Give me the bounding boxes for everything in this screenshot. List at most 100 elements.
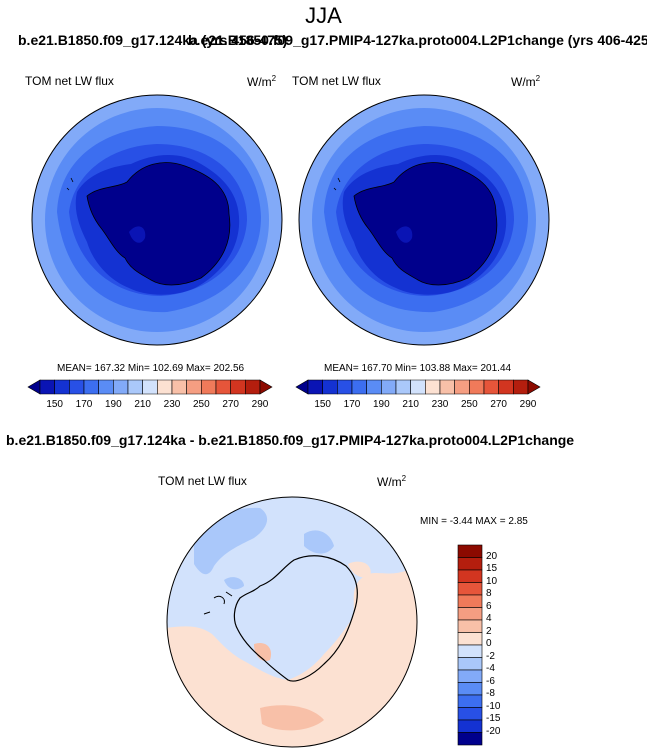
colorbar-swatch xyxy=(157,379,173,395)
colorbar-swatch xyxy=(245,379,261,395)
colorbar-tick-label: 230 xyxy=(163,399,181,410)
colorbar-swatch xyxy=(469,379,485,395)
diff-colorbar-swatch xyxy=(457,607,483,621)
diff-case-title: b.e21.B1850.f09_g17.124ka - b.e21.B1850.… xyxy=(6,432,575,448)
colorbar-swatch xyxy=(295,379,309,395)
colorbar-swatch xyxy=(171,379,187,395)
colorbar-swatch xyxy=(527,379,541,395)
diff-colorbar-swatch xyxy=(457,707,483,721)
colorbar-tick-label: 270 xyxy=(222,399,239,410)
right-colorbar xyxy=(295,379,541,395)
left-polar-map xyxy=(31,94,283,346)
left-units-label: W/m2 xyxy=(247,74,277,89)
diff-colorbar-tick-label: 8 xyxy=(486,588,492,599)
colorbar-tick-label: 190 xyxy=(372,399,390,410)
diff-colorbar-tick-label: 15 xyxy=(486,563,498,574)
colorbar-swatch xyxy=(513,379,529,395)
diff-colorbar-tick-label: -10 xyxy=(486,700,501,712)
diff-colorbar-tick-label: -2 xyxy=(486,650,495,662)
colorbar-swatch xyxy=(83,379,99,395)
diff-colorbar-swatch xyxy=(457,619,483,633)
right-case-title: b.e21.B1850.f09_g17.PMIP4-127ka.proto004… xyxy=(188,32,647,48)
diff-colorbar-tick-label: 6 xyxy=(486,600,492,612)
diff-colorbar-swatch xyxy=(457,719,483,733)
colorbar-swatch xyxy=(215,379,231,395)
colorbar-swatch xyxy=(259,379,273,395)
diff-colorbar-tick-label: 4 xyxy=(486,613,492,624)
colorbar-tick-label: 170 xyxy=(343,399,361,410)
right-stats: MEAN= 167.70 Min= 103.88 Max= 201.44 xyxy=(324,363,512,374)
diff-min-max: MIN = -3.44 MAX = 2.85 xyxy=(420,516,528,527)
diff-colorbar-swatch xyxy=(457,682,483,696)
diff-colorbar-swatch xyxy=(457,669,483,683)
diff-colorbar xyxy=(457,544,483,746)
colorbar-swatch xyxy=(366,379,382,395)
colorbar-swatch xyxy=(351,379,367,395)
diff-units-label: W/m2 xyxy=(377,474,407,489)
diff-colorbar-tick-label: 2 xyxy=(486,625,492,637)
colorbar-swatch xyxy=(322,379,338,395)
colorbar-tick-label: 210 xyxy=(402,399,419,410)
colorbar-swatch xyxy=(98,379,114,395)
colorbar-swatch xyxy=(381,379,397,395)
diff-colorbar-swatch xyxy=(457,594,483,608)
diff-colorbar-swatch xyxy=(457,544,483,558)
colorbar-swatch xyxy=(337,379,353,395)
colorbar-swatch xyxy=(113,379,129,395)
colorbar-tick-label: 290 xyxy=(251,399,269,410)
diff-colorbar-tick-label: -20 xyxy=(486,725,501,737)
colorbar-tick-label: 250 xyxy=(192,399,210,410)
diff-colorbar-tick-label: -8 xyxy=(486,688,495,699)
diff-colorbar-swatch xyxy=(457,582,483,596)
colorbar-tick-label: 210 xyxy=(134,399,151,410)
colorbar-swatch xyxy=(498,379,514,395)
plot-main-title: JJA xyxy=(305,3,342,28)
colorbar-swatch xyxy=(142,379,158,395)
diff-variable-label: TOM net LW flux xyxy=(158,474,247,488)
right-polar-map xyxy=(298,94,550,346)
left-colorbar xyxy=(27,379,273,395)
diff-colorbar-tick-label: -6 xyxy=(486,675,495,687)
colorbar-swatch xyxy=(425,379,441,395)
diff-colorbar-tick-label: 0 xyxy=(486,638,492,649)
left-case-title: b.e21.B1850.f09_g17.124ka (yrs 456-475) xyxy=(18,32,288,48)
colorbar-tick-label: 230 xyxy=(431,399,449,410)
colorbar-tick-label: 170 xyxy=(75,399,93,410)
colorbar-swatch xyxy=(54,379,70,395)
diff-colorbar-swatch xyxy=(457,644,483,658)
left-variable-label: TOM net LW flux xyxy=(25,74,114,88)
colorbar-swatch xyxy=(410,379,426,395)
colorbar-swatch xyxy=(69,379,85,395)
colorbar-swatch xyxy=(39,379,55,395)
colorbar-swatch xyxy=(127,379,143,395)
diff-colorbar-swatch xyxy=(457,569,483,583)
diff-colorbar-swatch xyxy=(457,732,483,746)
colorbar-swatch xyxy=(201,379,217,395)
diff-colorbar-swatch xyxy=(457,557,483,571)
right-variable-label: TOM net LW flux xyxy=(292,74,381,88)
colorbar-tick-label: 290 xyxy=(519,399,537,410)
colorbar-tick-label: 190 xyxy=(104,399,122,410)
diff-colorbar-swatch xyxy=(457,632,483,646)
diff-polar-map xyxy=(166,496,418,748)
diff-colorbar-swatch xyxy=(457,657,483,671)
colorbar-swatch xyxy=(395,379,411,395)
diff-colorbar-tick-label: -15 xyxy=(486,713,501,724)
colorbar-tick-label: 150 xyxy=(314,399,331,410)
colorbar-swatch xyxy=(439,379,455,395)
left-stats: MEAN= 167.32 Min= 102.69 Max= 202.56 xyxy=(57,363,245,374)
colorbar-swatch xyxy=(230,379,246,395)
colorbar-swatch xyxy=(186,379,202,395)
diff-colorbar-tick-label: 10 xyxy=(486,575,498,587)
colorbar-swatch xyxy=(27,379,41,395)
diff-colorbar-swatch xyxy=(457,694,483,708)
colorbar-swatch xyxy=(483,379,499,395)
diff-colorbar-tick-label: -4 xyxy=(486,663,495,674)
colorbar-tick-label: 270 xyxy=(490,399,507,410)
colorbar-swatch xyxy=(454,379,470,395)
colorbar-tick-label: 150 xyxy=(46,399,63,410)
colorbar-tick-label: 250 xyxy=(460,399,478,410)
right-units-label: W/m2 xyxy=(511,74,541,89)
colorbar-swatch xyxy=(307,379,323,395)
diff-colorbar-tick-label: 20 xyxy=(486,550,498,562)
